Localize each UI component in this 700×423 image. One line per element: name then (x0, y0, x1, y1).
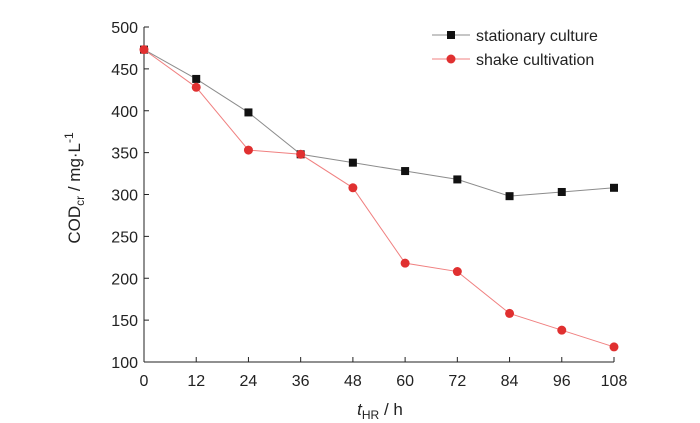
series-line-stationary-culture (143, 49, 615, 197)
y-tick-label: 500 (111, 20, 138, 37)
y-tick-label: 200 (111, 271, 138, 288)
axes: 0 12 24 36 48 60 72 84 96 108 100 150 200 250 300 350 40… (111, 20, 627, 390)
series-layer (139, 45, 619, 352)
y-tick-label: 100 (111, 355, 138, 372)
data-point-shake-cultivation (139, 45, 149, 55)
x-tick-label: 96 (553, 373, 571, 390)
legend-marker-stationary (447, 31, 455, 39)
legend-label-shake: shake cultivation (476, 52, 594, 69)
data-point-shake-cultivation (557, 325, 567, 335)
series-line-shake-cultivation (143, 49, 615, 348)
y-axis-title: CODcr / mg·L-1 (62, 132, 87, 244)
data-point-shake-cultivation (243, 145, 253, 155)
data-point-shake-cultivation (296, 149, 306, 159)
x-tick-label: 48 (344, 373, 362, 390)
data-point-stationary-culture (557, 187, 566, 196)
x-tick-label: 84 (501, 373, 519, 390)
x-axis-title: tHR / h (357, 400, 403, 422)
data-point-shake-cultivation (609, 342, 619, 352)
y-tick-label: 150 (111, 313, 138, 330)
legend-marker-shake (446, 54, 456, 64)
data-point-shake-cultivation (505, 308, 515, 318)
y-tick-label: 450 (111, 62, 138, 79)
data-point-shake-cultivation (191, 82, 201, 92)
y-tick-label: 250 (111, 229, 138, 246)
data-point-stationary-culture (610, 183, 618, 192)
data-point-stationary-culture (244, 108, 253, 117)
x-tick-label: 36 (292, 373, 310, 390)
data-point-shake-cultivation (400, 258, 410, 268)
x-tick-label: 12 (187, 373, 205, 390)
data-point-stationary-culture (453, 175, 462, 184)
y-tick-label: 350 (111, 146, 138, 163)
x-tick-label: 72 (448, 373, 466, 390)
data-point-stationary-culture (401, 167, 410, 176)
y-tick-label: 400 (111, 104, 138, 121)
legend: stationary culture shake cultivation (432, 28, 598, 69)
x-tick-label: 108 (601, 373, 628, 390)
data-point-stationary-culture (192, 74, 201, 83)
data-point-shake-cultivation (452, 267, 462, 277)
x-tick-label: 60 (396, 373, 414, 390)
x-tick-label: 24 (240, 373, 258, 390)
legend-label-stationary: stationary culture (476, 28, 598, 45)
data-point-stationary-culture (505, 192, 514, 201)
data-point-stationary-culture (348, 158, 357, 167)
y-tick-label: 300 (111, 188, 138, 205)
data-point-shake-cultivation (348, 183, 358, 193)
x-tick-label: 0 (140, 373, 149, 390)
